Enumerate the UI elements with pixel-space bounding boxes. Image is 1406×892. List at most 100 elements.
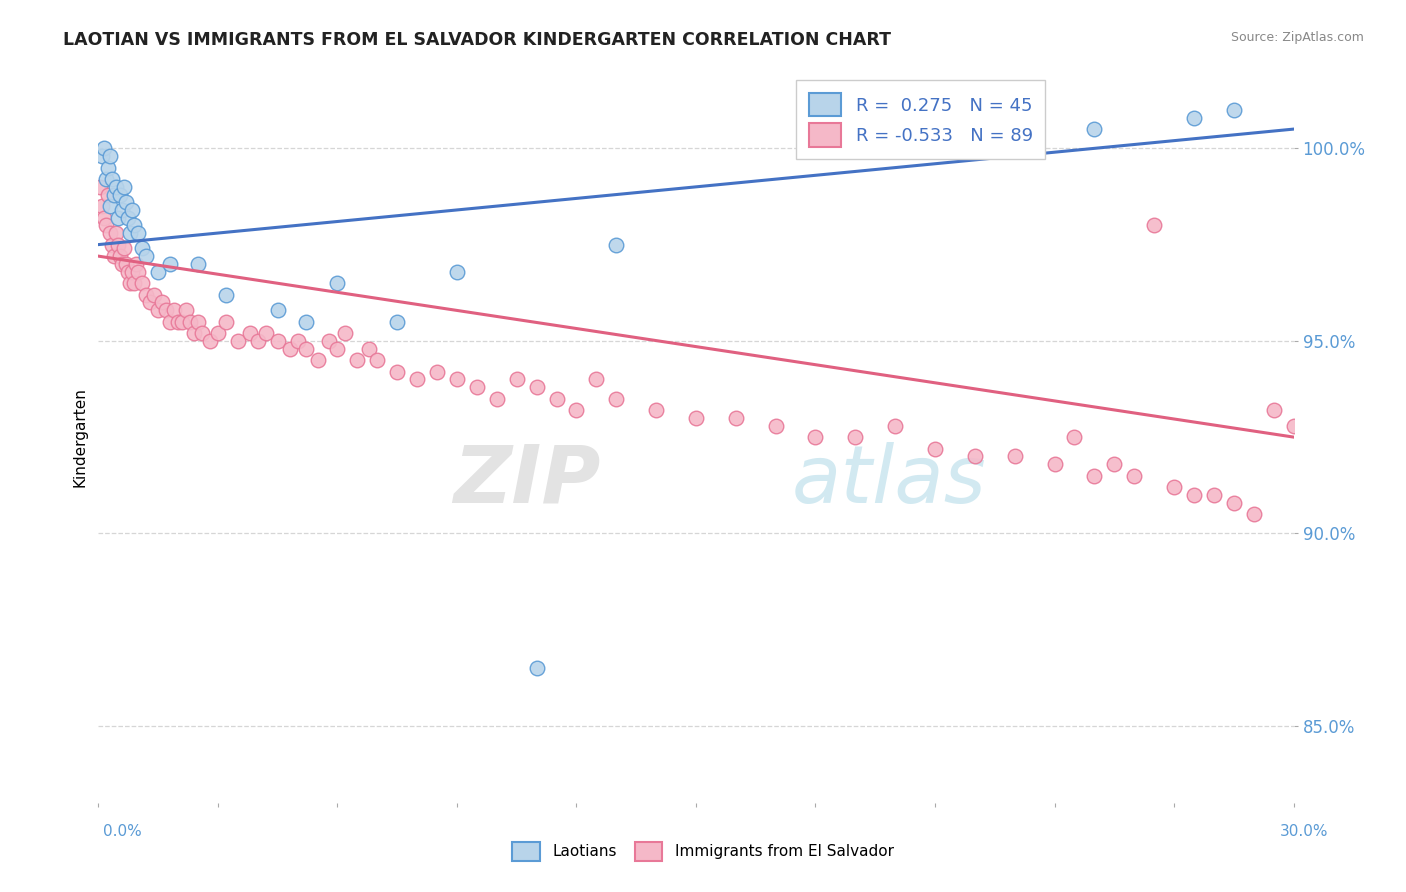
Point [246, 334, 269, 348]
Point [110, 187, 132, 202]
Point [1202, 488, 1225, 502]
Point [159, 315, 181, 329]
Point [112, 242, 135, 256]
Point [191, 326, 214, 340]
Point [326, 276, 349, 290]
Point [1282, 418, 1305, 433]
Point [107, 211, 129, 225]
Text: 0.0%: 0.0% [103, 824, 142, 839]
Point [117, 264, 139, 278]
Point [101, 237, 124, 252]
Point [98, 149, 122, 163]
Point [267, 334, 290, 348]
Point [645, 403, 668, 417]
Point [93, 211, 115, 225]
Point [385, 365, 409, 379]
Point [127, 226, 149, 240]
Point [107, 237, 129, 252]
Point [346, 353, 368, 368]
Point [148, 303, 170, 318]
Point [585, 372, 607, 386]
Point [294, 342, 316, 356]
Point [187, 315, 209, 329]
Point [183, 326, 205, 340]
Point [605, 392, 627, 406]
Point [167, 315, 190, 329]
Point [172, 315, 194, 329]
Point [1043, 457, 1066, 471]
Point [115, 257, 138, 271]
Point [150, 295, 173, 310]
Point [179, 315, 201, 329]
Point [91, 199, 114, 213]
Point [287, 334, 309, 348]
Point [121, 202, 143, 217]
Point [207, 326, 229, 340]
Point [485, 392, 508, 406]
Point [98, 199, 122, 213]
Point [385, 315, 409, 329]
Point [446, 372, 468, 386]
Text: atlas: atlas [792, 442, 987, 520]
Point [446, 264, 468, 278]
Point [506, 372, 529, 386]
Point [226, 334, 249, 348]
Point [159, 257, 181, 271]
Point [97, 187, 120, 202]
Legend: Laotians, Immigrants from El Salvador: Laotians, Immigrants from El Salvador [505, 834, 901, 868]
Point [105, 179, 128, 194]
Point [1223, 103, 1246, 117]
Point [93, 141, 115, 155]
Point [98, 226, 122, 240]
Point [91, 149, 114, 163]
Point [187, 257, 209, 271]
Point [111, 202, 134, 217]
Text: LAOTIAN VS IMMIGRANTS FROM EL SALVADOR KINDERGARTEN CORRELATION CHART: LAOTIAN VS IMMIGRANTS FROM EL SALVADOR K… [63, 31, 891, 49]
Point [1143, 219, 1166, 233]
Point [1063, 430, 1085, 444]
Point [1004, 450, 1026, 464]
Point [278, 342, 301, 356]
Point [103, 187, 125, 202]
Point [120, 276, 142, 290]
Text: ZIP: ZIP [453, 442, 600, 520]
Point [117, 211, 139, 225]
Point [124, 219, 146, 233]
Point [1083, 122, 1105, 136]
Point [963, 450, 986, 464]
Point [174, 303, 197, 318]
Point [198, 334, 221, 348]
Point [110, 249, 132, 263]
Point [359, 342, 381, 356]
Point [724, 410, 747, 425]
Point [139, 295, 162, 310]
Point [685, 410, 707, 425]
Point [105, 226, 128, 240]
Point [1083, 468, 1105, 483]
Point [465, 380, 488, 394]
Point [1243, 507, 1265, 521]
Point [406, 372, 429, 386]
Point [112, 179, 135, 194]
Point [326, 342, 349, 356]
Point [1104, 457, 1126, 471]
Point [318, 334, 340, 348]
Text: Source: ZipAtlas.com: Source: ZipAtlas.com [1230, 31, 1364, 45]
Point [101, 172, 124, 186]
Point [526, 661, 548, 675]
Point [96, 219, 118, 233]
Point [366, 353, 388, 368]
Point [131, 276, 153, 290]
Point [1182, 111, 1205, 125]
Point [127, 264, 149, 278]
Point [103, 249, 125, 263]
Point [765, 418, 787, 433]
Point [120, 226, 142, 240]
Point [526, 380, 548, 394]
Point [155, 303, 177, 318]
Point [135, 249, 157, 263]
Point [89, 179, 111, 194]
Point [294, 315, 316, 329]
Point [1004, 134, 1026, 148]
Point [884, 418, 907, 433]
